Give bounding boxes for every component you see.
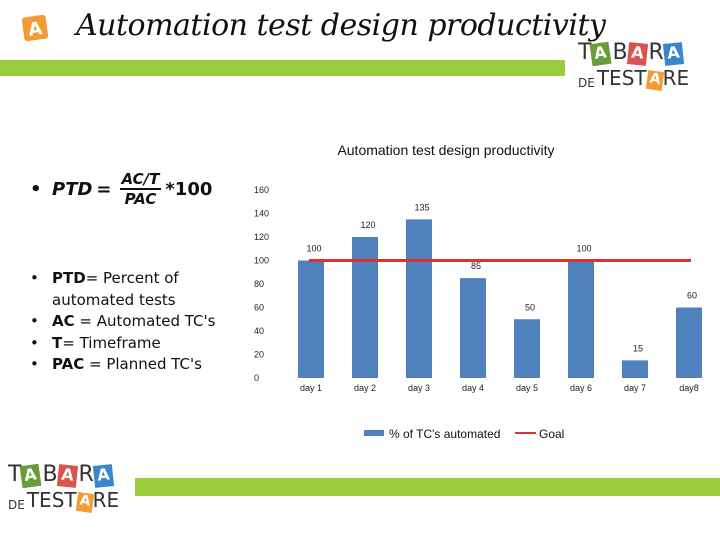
bar-day-3	[406, 219, 432, 378]
logo-letter: R	[648, 40, 664, 65]
chart-title: Automation test design productivity	[337, 142, 554, 158]
logo-letter: T	[596, 66, 610, 90]
formula-numerator: AC/T	[119, 170, 162, 190]
data-label: 15	[633, 343, 643, 353]
formula-factor: *100	[165, 178, 213, 200]
logo-tile: A	[56, 464, 78, 488]
logo-tile: A	[590, 41, 612, 67]
x-tick-label: day 4	[462, 383, 484, 393]
data-label: 60	[687, 291, 697, 301]
definition-item: • PTD= Percent of automated tests	[30, 269, 179, 309]
logo-letter: B	[612, 40, 628, 65]
x-tick-label: day 2	[354, 383, 376, 393]
logo-letter: E	[106, 488, 120, 512]
y-tick-label: 20	[254, 350, 264, 360]
legend-label-goal: Goal	[539, 427, 564, 441]
definition-item: • PAC = Planned TC's	[30, 355, 202, 373]
x-tick-label: day 7	[624, 383, 646, 393]
definition-item: • T= Timeframe	[30, 333, 161, 352]
data-label: 100	[576, 244, 591, 254]
logo-letter: E	[609, 66, 622, 90]
app-logo-letter: A	[27, 18, 44, 41]
logo-tile: A	[645, 69, 664, 92]
y-tick-label: 120	[254, 232, 269, 242]
y-tick-label: 40	[254, 326, 264, 336]
bar-day-1	[298, 260, 324, 378]
y-tick-label: 80	[254, 279, 264, 289]
x-tick-label: day 1	[300, 383, 322, 393]
logo-tile: A	[75, 491, 94, 514]
logo-letter: S	[621, 66, 635, 90]
formula-denominator: PAC	[124, 190, 157, 208]
logo-prefix: DE	[578, 76, 595, 90]
formula-equals: =	[96, 178, 112, 200]
logo-letter: B	[42, 462, 58, 487]
logo-letter: T	[26, 488, 40, 512]
x-tick-label: day 3	[408, 383, 430, 393]
y-tick-label: 100	[254, 256, 269, 266]
definition-item: • AC = Automated TC's	[30, 312, 216, 330]
definition-list: • PTD= Percent of automated tests • AC = A…	[30, 268, 250, 376]
bar-day-4	[460, 278, 486, 378]
data-label: 50	[525, 302, 535, 312]
x-tick-label: day 6	[570, 383, 592, 393]
logo-letter: R	[92, 488, 107, 512]
x-tick-label: day8	[679, 383, 699, 393]
data-label: 85	[471, 261, 481, 271]
y-tick-label: 140	[254, 209, 269, 219]
definitions-panel: • PTD = AC/T PAC *100 • PTD= Percent of a…	[30, 170, 250, 376]
productivity-bar-chart: Automation test design productivity 0 20 40…	[254, 142, 702, 441]
data-label: 135	[414, 202, 429, 212]
x-tick-label: day 5	[516, 383, 538, 393]
legend-label-bars: % of TC's automated	[389, 427, 500, 441]
logo-letter: T	[8, 462, 22, 487]
bar-day-5	[514, 319, 540, 378]
bar-day8	[676, 307, 702, 378]
logo-prefix: DE	[8, 498, 25, 512]
logo-tile: A	[20, 463, 42, 489]
logo-tile: A	[662, 42, 684, 66]
logo-tile: A	[92, 464, 114, 488]
logo-letter: E	[676, 66, 690, 90]
y-tick-label: 60	[254, 303, 264, 313]
page-title: Automation test design productivity	[76, 8, 606, 43]
data-label: 120	[360, 220, 375, 230]
formula-fraction: AC/T PAC	[119, 170, 162, 208]
bar-day-7	[622, 360, 648, 378]
logo-letter: E	[39, 488, 52, 512]
formula-lhs: PTD	[52, 178, 93, 200]
footer-accent-bar	[135, 478, 720, 496]
ptd-formula: • PTD = AC/T PAC *100	[30, 170, 213, 208]
bar-day-2	[352, 237, 378, 378]
legend-swatch-bars	[364, 430, 384, 436]
logo-letter: T	[578, 40, 592, 65]
data-label: 100	[306, 244, 321, 254]
y-tick-label: 0	[254, 373, 259, 383]
header-accent-bar	[0, 60, 565, 76]
app-logo-icon: A	[20, 14, 50, 42]
logo-tile: A	[626, 42, 648, 66]
logo-letter: R	[78, 462, 94, 487]
logo-letter: R	[662, 66, 677, 90]
logo-letter: T	[634, 66, 647, 90]
logo-letter: S	[51, 488, 65, 512]
y-tick-label: 160	[254, 185, 269, 195]
bar-day-6	[568, 260, 594, 378]
logo-letter: T	[64, 488, 77, 512]
